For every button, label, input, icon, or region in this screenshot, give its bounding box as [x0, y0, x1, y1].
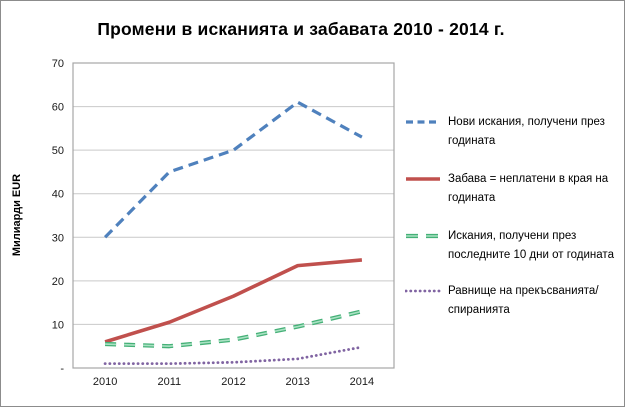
series-line: [104, 258, 363, 344]
legend-label: Нови искания, получени през годината: [448, 116, 605, 147]
legend-key-line: [406, 177, 440, 181]
x-tick-label: 2014: [350, 376, 374, 388]
legend-item: Равнище на прекъсванията/спиранията: [405, 282, 616, 320]
y-tick-label: -: [60, 363, 64, 375]
x-tick-label: 2010: [93, 376, 117, 388]
chart-legend: Нови искания, получени през годината Заба…: [405, 1, 619, 406]
y-tick-label: 40: [52, 189, 64, 201]
x-tick-label: 2013: [285, 376, 309, 388]
legend-key-line: [406, 233, 440, 239]
legend-key-line: [405, 289, 441, 293]
legend-item: Забава = неплатени в края на годината: [405, 170, 616, 208]
y-tick-label: 70: [52, 58, 64, 70]
x-tick-label: 2012: [221, 376, 245, 388]
plot-frame: [72, 62, 395, 369]
y-tick-label: 50: [52, 145, 64, 157]
x-tick-label: 2011: [157, 376, 181, 388]
legend-label: Забава = неплатени в края на годината: [448, 173, 609, 204]
legend-key-line: [406, 120, 440, 124]
y-tick-label: 60: [52, 102, 64, 114]
y-tick-label: 30: [52, 232, 64, 244]
legend-label: Равнище на прекъсванията/спиранията: [448, 285, 599, 316]
chart-title: Промени в исканията и забавата 2010 - 20…: [97, 19, 505, 39]
y-tick-label: 20: [52, 276, 64, 288]
series-line: [103, 100, 363, 239]
series-line: [103, 345, 364, 366]
legend-item: Нови искания, получени през годината: [405, 113, 616, 151]
y-tick-label: 10: [52, 319, 64, 331]
legend-label: Искания, получени през последните 10 дни…: [448, 230, 614, 261]
legend-item: Искания, получени през последните 10 дни…: [405, 227, 616, 265]
series-line-inner: [105, 310, 363, 348]
